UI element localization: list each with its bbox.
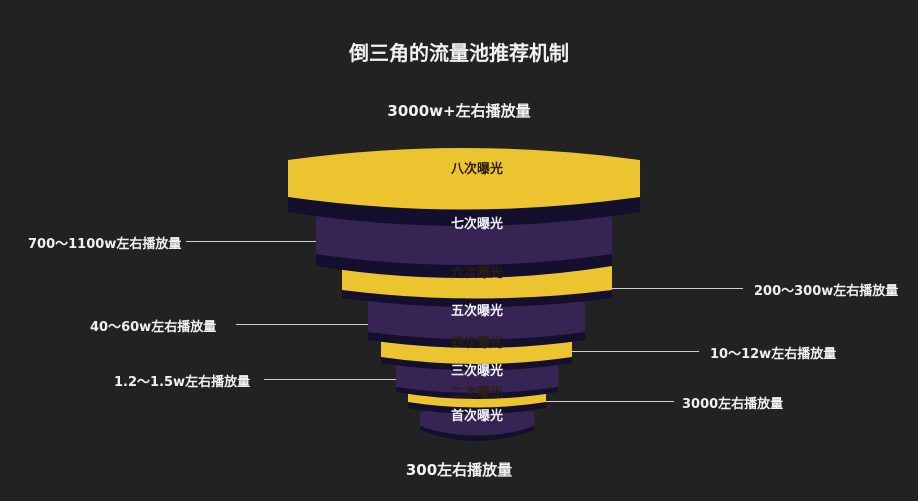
leader-line-tier-6: [612, 288, 743, 289]
top-label: 3000w+左右播放量: [387, 102, 531, 120]
leader-line-tier-7: [186, 241, 316, 242]
leader-line-tier-3: [264, 379, 396, 380]
bottom-label: 300左右播放量: [405, 461, 513, 479]
tier-4-label: 四次曝光: [450, 336, 504, 351]
tier-6-label: 六次曝光: [450, 266, 504, 281]
tier-3-label: 三次曝光: [450, 364, 504, 379]
tier-7-label: 七次曝光: [450, 217, 504, 232]
callout-tier-6: 200～300w左右播放量: [754, 284, 899, 299]
tier-8-label: 八次曝光: [450, 162, 504, 177]
callout-tier-4: 10～12w左右播放量: [710, 347, 837, 362]
tier-2-label: 二次曝光: [450, 386, 504, 401]
diagram-title: 倒三角的流量池推荐机制: [349, 41, 569, 65]
tier-1-label: 首次曝光: [450, 409, 504, 424]
callout-tier-5: 40～60w左右播放量: [90, 320, 217, 335]
callout-tier-2: 3000左右播放量: [682, 397, 784, 412]
callout-tier-3: 1.2～1.5w左右播放量: [114, 375, 251, 390]
leader-line-tier-2: [546, 401, 674, 402]
callout-tier-7: 700～1100w左右播放量: [28, 237, 182, 252]
tier-5-label: 五次曝光: [450, 304, 504, 319]
leader-line-tier-5: [236, 324, 368, 325]
tier-8-shape: [288, 148, 640, 226]
leader-line-tier-4: [572, 351, 699, 352]
